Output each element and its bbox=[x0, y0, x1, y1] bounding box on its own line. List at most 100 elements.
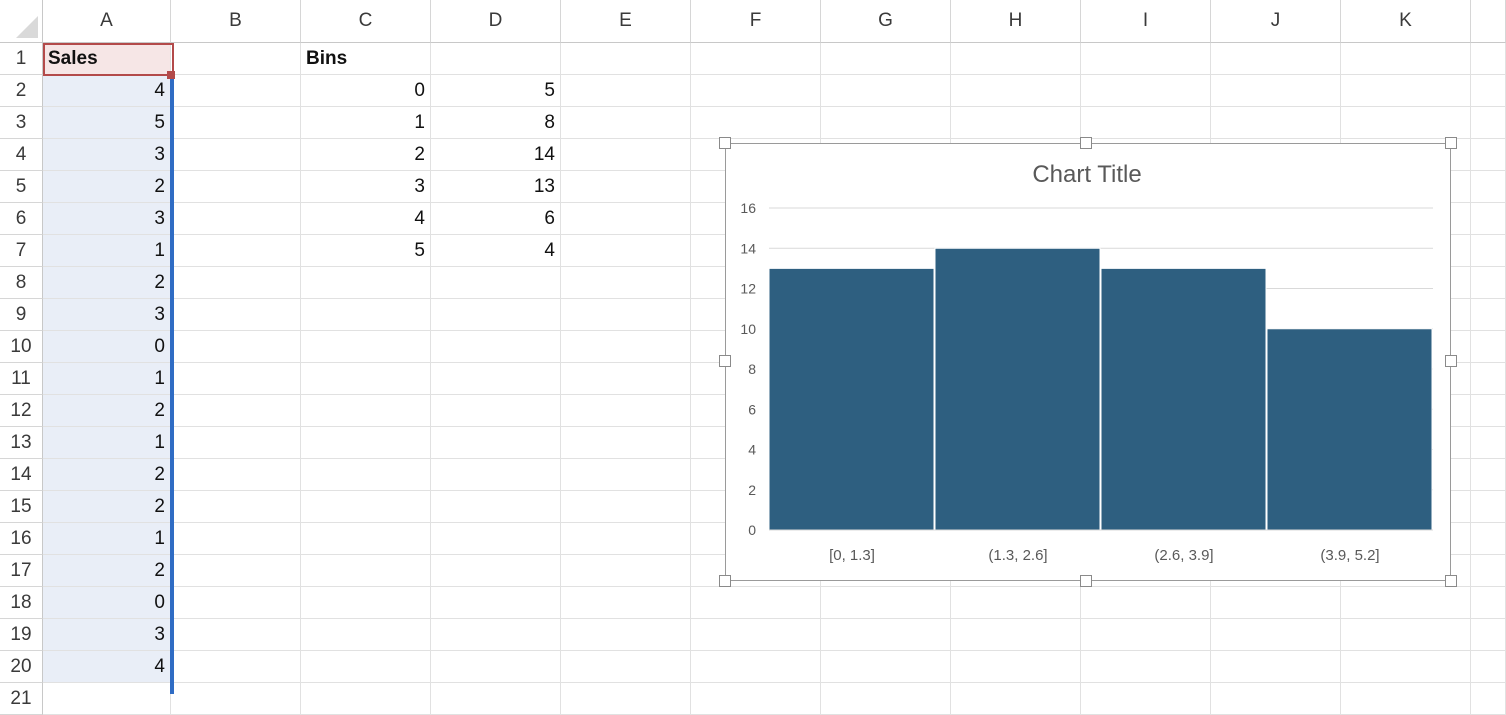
cell-e11[interactable] bbox=[561, 363, 691, 395]
row-header-19[interactable]: 19 bbox=[0, 619, 43, 651]
cell-e19[interactable] bbox=[561, 619, 691, 651]
cell-i21[interactable] bbox=[1081, 683, 1211, 715]
cell-l15[interactable] bbox=[1471, 491, 1506, 523]
cell-b18[interactable] bbox=[171, 587, 301, 619]
row-header-8[interactable]: 8 bbox=[0, 267, 43, 299]
row-header-17[interactable]: 17 bbox=[0, 555, 43, 587]
cell-e3[interactable] bbox=[561, 107, 691, 139]
cell-f19[interactable] bbox=[691, 619, 821, 651]
cell-b10[interactable] bbox=[171, 331, 301, 363]
row-header-9[interactable]: 9 bbox=[0, 299, 43, 331]
cell-f2[interactable] bbox=[691, 75, 821, 107]
cell-d17[interactable] bbox=[431, 555, 561, 587]
cell-a2[interactable]: 4 bbox=[43, 75, 171, 107]
column-header-c[interactable]: C bbox=[301, 0, 431, 43]
cell-f21[interactable] bbox=[691, 683, 821, 715]
cell-l13[interactable] bbox=[1471, 427, 1506, 459]
row-header-4[interactable]: 4 bbox=[0, 139, 43, 171]
cell-h19[interactable] bbox=[951, 619, 1081, 651]
cell-b21[interactable] bbox=[171, 683, 301, 715]
cell-b16[interactable] bbox=[171, 523, 301, 555]
row-header-21[interactable]: 21 bbox=[0, 683, 43, 715]
column-header-f[interactable]: F bbox=[691, 0, 821, 43]
cell-l18[interactable] bbox=[1471, 587, 1506, 619]
cell-g18[interactable] bbox=[821, 587, 951, 619]
cell-d20[interactable] bbox=[431, 651, 561, 683]
cell-e17[interactable] bbox=[561, 555, 691, 587]
row-header-2[interactable]: 2 bbox=[0, 75, 43, 107]
cell-j18[interactable] bbox=[1211, 587, 1341, 619]
cell-c4[interactable]: 2 bbox=[301, 139, 431, 171]
cell-e12[interactable] bbox=[561, 395, 691, 427]
cell-a12[interactable]: 2 bbox=[43, 395, 171, 427]
cell-c20[interactable] bbox=[301, 651, 431, 683]
cell-d4[interactable]: 14 bbox=[431, 139, 561, 171]
cell-a19[interactable]: 3 bbox=[43, 619, 171, 651]
cell-g2[interactable] bbox=[821, 75, 951, 107]
cell-i2[interactable] bbox=[1081, 75, 1211, 107]
cell-d5[interactable]: 13 bbox=[431, 171, 561, 203]
cell-e8[interactable] bbox=[561, 267, 691, 299]
cell-a10[interactable]: 0 bbox=[43, 331, 171, 363]
cell-l9[interactable] bbox=[1471, 299, 1506, 331]
column-header-k[interactable]: K bbox=[1341, 0, 1471, 43]
cell-c16[interactable] bbox=[301, 523, 431, 555]
cell-l19[interactable] bbox=[1471, 619, 1506, 651]
cell-d16[interactable] bbox=[431, 523, 561, 555]
cell-b1[interactable] bbox=[171, 43, 301, 75]
cell-d6[interactable]: 6 bbox=[431, 203, 561, 235]
cell-e16[interactable] bbox=[561, 523, 691, 555]
column-header-j[interactable]: J bbox=[1211, 0, 1341, 43]
cell-l2[interactable] bbox=[1471, 75, 1506, 107]
cell-e10[interactable] bbox=[561, 331, 691, 363]
cell-e20[interactable] bbox=[561, 651, 691, 683]
cell-h1[interactable] bbox=[951, 43, 1081, 75]
cell-j1[interactable] bbox=[1211, 43, 1341, 75]
cell-f1[interactable] bbox=[691, 43, 821, 75]
cell-b6[interactable] bbox=[171, 203, 301, 235]
cell-e7[interactable] bbox=[561, 235, 691, 267]
column-header-d[interactable]: D bbox=[431, 0, 561, 43]
cell-c19[interactable] bbox=[301, 619, 431, 651]
cell-e2[interactable] bbox=[561, 75, 691, 107]
cell-k18[interactable] bbox=[1341, 587, 1471, 619]
cell-d15[interactable] bbox=[431, 491, 561, 523]
cell-h18[interactable] bbox=[951, 587, 1081, 619]
row-header-13[interactable]: 13 bbox=[0, 427, 43, 459]
cell-a13[interactable]: 1 bbox=[43, 427, 171, 459]
column-header-a[interactable]: A bbox=[43, 0, 171, 43]
resize-handle-se[interactable] bbox=[1445, 575, 1457, 587]
row-header-16[interactable]: 16 bbox=[0, 523, 43, 555]
cell-l20[interactable] bbox=[1471, 651, 1506, 683]
cell-l16[interactable] bbox=[1471, 523, 1506, 555]
cell-e1[interactable] bbox=[561, 43, 691, 75]
cell-b2[interactable] bbox=[171, 75, 301, 107]
cell-a11[interactable]: 1 bbox=[43, 363, 171, 395]
cell-g1[interactable] bbox=[821, 43, 951, 75]
cell-c14[interactable] bbox=[301, 459, 431, 491]
cell-b20[interactable] bbox=[171, 651, 301, 683]
cell-c7[interactable]: 5 bbox=[301, 235, 431, 267]
cell-h21[interactable] bbox=[951, 683, 1081, 715]
cell-b8[interactable] bbox=[171, 267, 301, 299]
cell-a7[interactable]: 1 bbox=[43, 235, 171, 267]
cell-a6[interactable]: 3 bbox=[43, 203, 171, 235]
resize-handle-e[interactable] bbox=[1445, 355, 1457, 367]
cell-l8[interactable] bbox=[1471, 267, 1506, 299]
column-header-b[interactable]: B bbox=[171, 0, 301, 43]
cell-c10[interactable] bbox=[301, 331, 431, 363]
cell-c18[interactable] bbox=[301, 587, 431, 619]
resize-handle-sw[interactable] bbox=[719, 575, 731, 587]
cell-a16[interactable]: 1 bbox=[43, 523, 171, 555]
cell-e13[interactable] bbox=[561, 427, 691, 459]
cell-b11[interactable] bbox=[171, 363, 301, 395]
cell-c12[interactable] bbox=[301, 395, 431, 427]
cell-d18[interactable] bbox=[431, 587, 561, 619]
cell-g20[interactable] bbox=[821, 651, 951, 683]
cell-i20[interactable] bbox=[1081, 651, 1211, 683]
cell-d2[interactable]: 5 bbox=[431, 75, 561, 107]
cell-k2[interactable] bbox=[1341, 75, 1471, 107]
cell-k19[interactable] bbox=[1341, 619, 1471, 651]
cell-c3[interactable]: 1 bbox=[301, 107, 431, 139]
column-header-i[interactable]: I bbox=[1081, 0, 1211, 43]
